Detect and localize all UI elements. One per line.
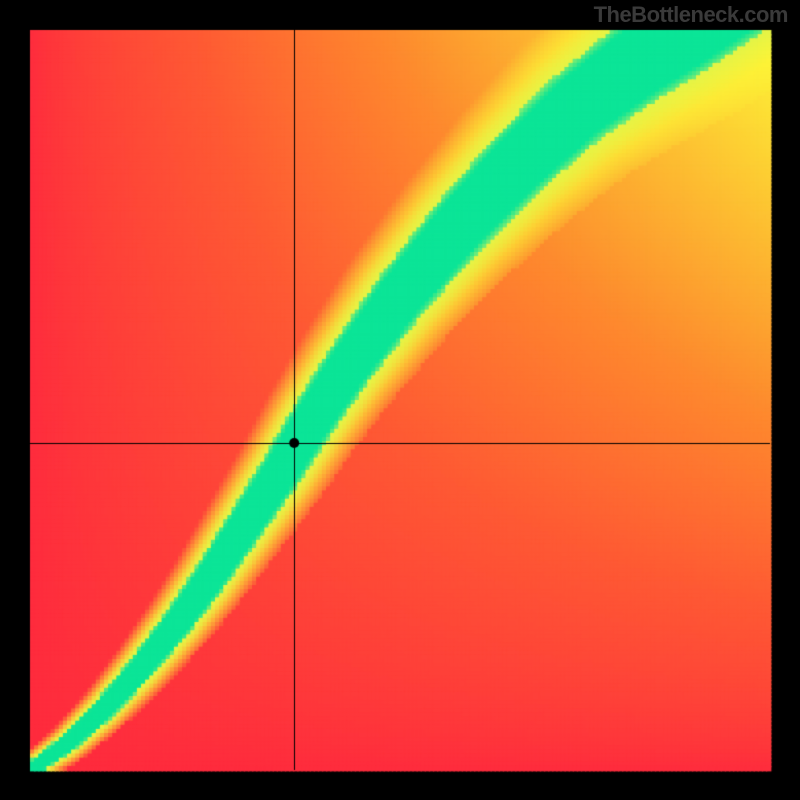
chart-container: { "meta": { "canvas_size": 800, "plot": …: [0, 0, 800, 800]
bottleneck-heatmap: [0, 0, 800, 800]
watermark-text: TheBottleneck.com: [594, 2, 788, 28]
